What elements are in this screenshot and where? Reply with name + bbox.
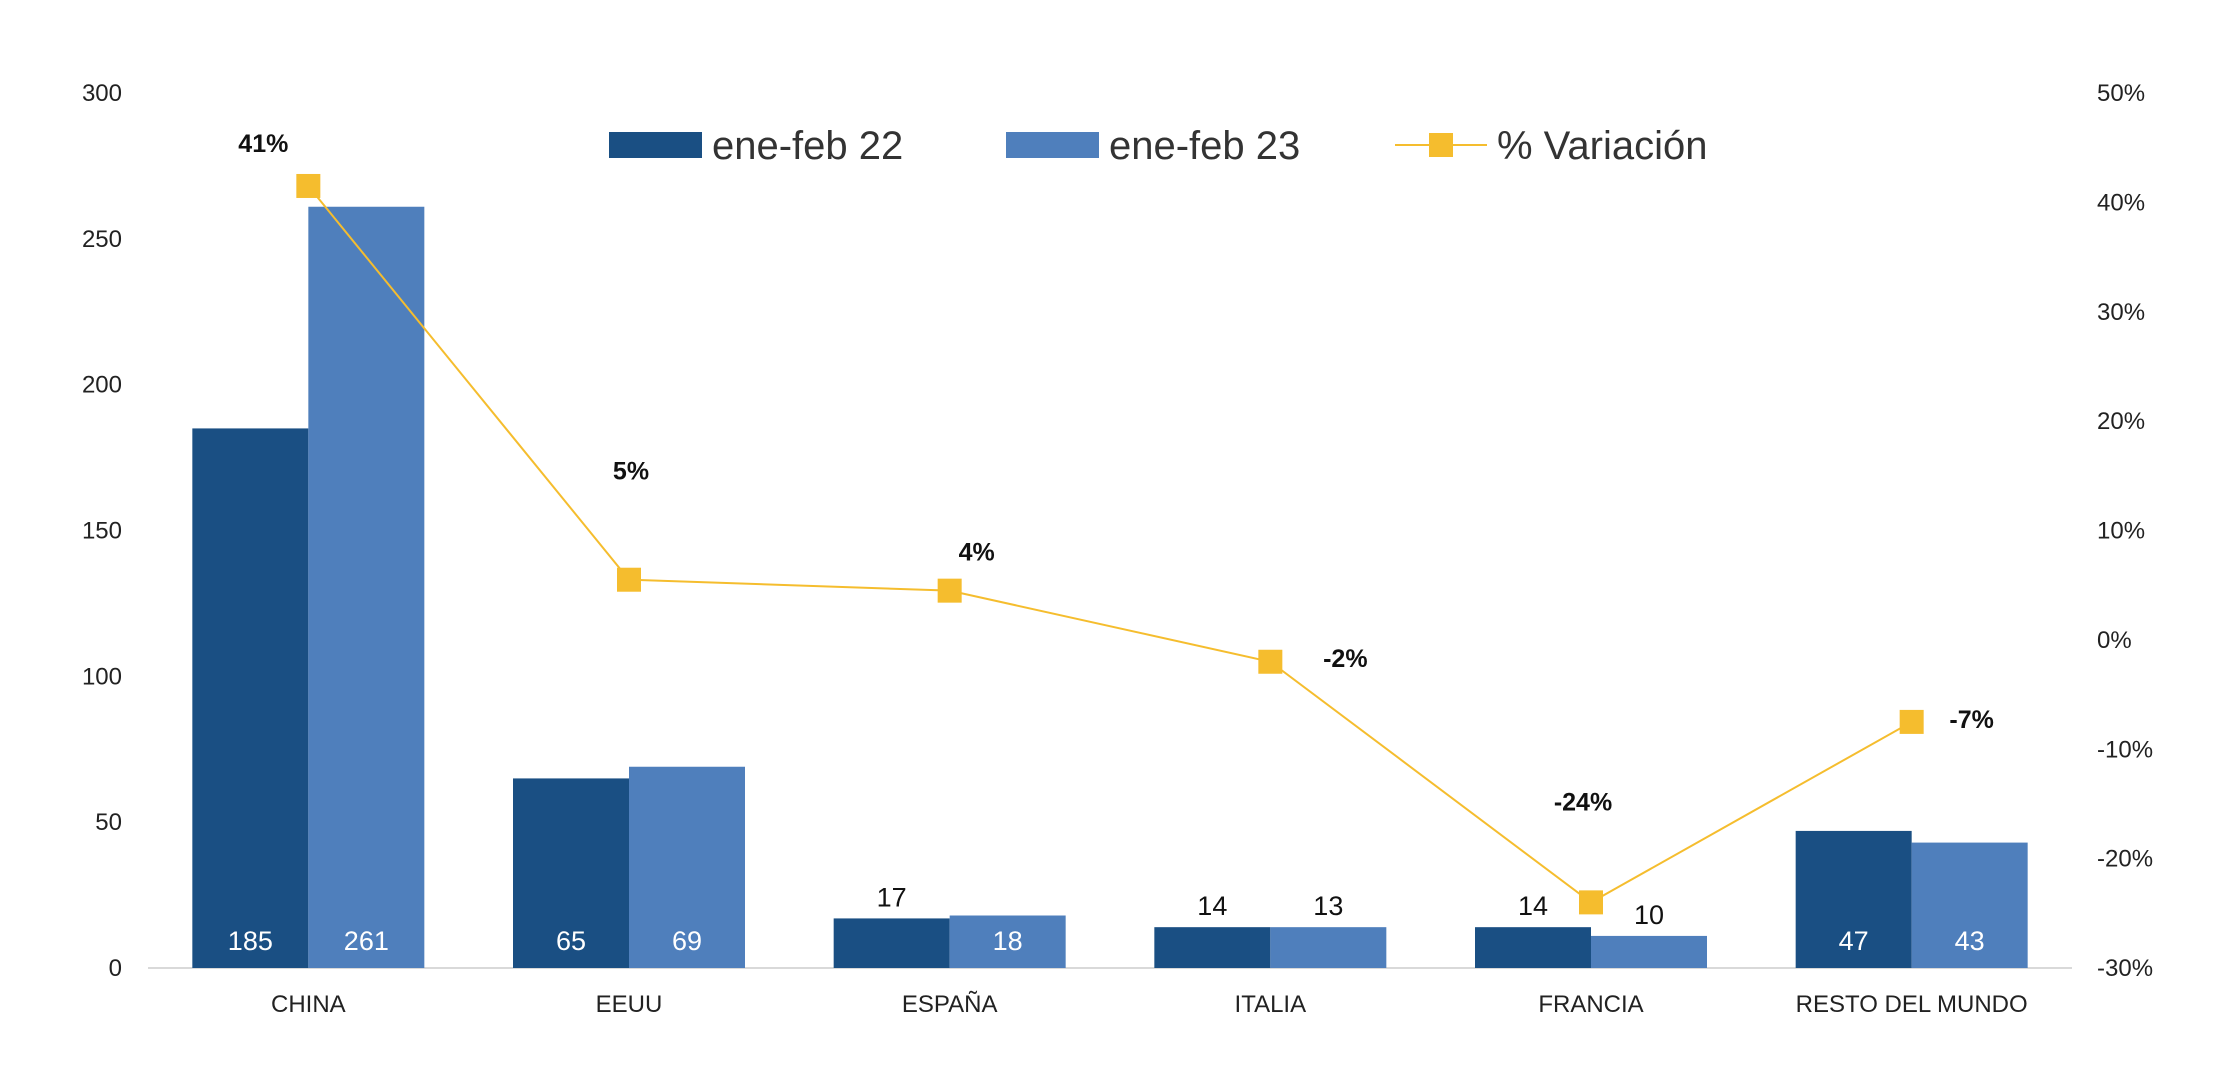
variation-label-resto-del-mundo: -7% <box>1949 706 1993 734</box>
bar-ene-feb-22-resto-del-mundo <box>1795 830 1912 968</box>
variation-marker-eeuu <box>617 567 641 592</box>
category-label-eeuu: EEUU <box>596 991 663 1018</box>
legend-marker-variacion <box>1429 133 1453 157</box>
y-right-tick-label: 40% <box>2097 189 2145 216</box>
bars-group <box>192 206 2028 969</box>
variation-label-francia: -24% <box>1554 788 1612 816</box>
variation-line <box>307 185 1913 904</box>
y-right-tick-label: 30% <box>2097 299 2145 326</box>
category-label-china: CHINA <box>271 991 346 1018</box>
legend-label-ene-feb-22: ene-feb 22 <box>712 124 903 168</box>
data-label-ene-feb-22-eeuu: 65 <box>556 926 586 956</box>
y-left-tick-label: 100 <box>82 663 122 690</box>
data-label-ene-feb-22-resto-del-mundo: 47 <box>1839 926 1869 956</box>
y-right-tick-label: 20% <box>2097 408 2145 435</box>
category-label-francia: FRANCIA <box>1538 991 1643 1018</box>
category-label-espana: ESPAÑA <box>902 991 998 1018</box>
y-right-tick-label: -30% <box>2097 955 2153 982</box>
legend-label-variacion: % Variación <box>1497 124 1707 168</box>
data-label-ene-feb-23-eeuu: 69 <box>672 926 702 956</box>
bar-ene-feb-22-francia <box>1475 927 1591 968</box>
y-right-tick-label: 50% <box>2097 80 2145 107</box>
bar-ene-feb-22-espana <box>833 918 950 968</box>
bar-ene-feb-22-italia <box>1154 927 1271 968</box>
data-label-ene-feb-23-francia: 10 <box>1634 900 1664 930</box>
category-label-italia: ITALIA <box>1235 991 1307 1018</box>
bar-ene-feb-22-eeuu <box>513 778 629 968</box>
data-label-ene-feb-23-italia: 13 <box>1313 891 1343 921</box>
legend: ene-feb 22 ene-feb 23 % Variación <box>609 124 1707 168</box>
bar-ene-feb-23-resto-del-mundo <box>1911 842 2028 968</box>
variation-marker-francia <box>1579 890 1603 915</box>
legend-swatch-ene-feb-22 <box>609 132 702 158</box>
bar-ene-feb-22-china <box>192 428 309 969</box>
axes-group: 0 50 100 150 200 250 300 -30% -20% -10% 0% 10% 20% 30… <box>82 80 2153 1018</box>
data-label-ene-feb-23-espana: 18 <box>993 926 1023 956</box>
y-left-tick-label: 150 <box>82 518 122 545</box>
bar-ene-feb-23-espana <box>949 915 1066 968</box>
variation-label-china: 41% <box>238 130 288 158</box>
bar-ene-feb-23-china <box>308 206 425 968</box>
y-left-tick-label: 50 <box>95 809 122 836</box>
variation-label-eeuu: 5% <box>613 458 649 486</box>
variation-marker-italia <box>1258 649 1283 674</box>
y-left-tick-label: 0 <box>109 955 122 982</box>
data-label-ene-feb-23-resto-del-mundo: 43 <box>1955 926 1985 956</box>
y-left-tick-label: 250 <box>82 226 122 253</box>
variation-label-espana: 4% <box>959 539 995 567</box>
legend-swatch-ene-feb-23 <box>1006 132 1099 158</box>
variation-marker-resto-del-mundo <box>1899 709 1924 734</box>
bar-ene-feb-23-italia <box>1270 927 1387 968</box>
variation-label-italia: -2% <box>1323 645 1367 673</box>
y-right-tick-label: 0% <box>2097 627 2132 654</box>
bar-ene-feb-23-francia <box>1591 935 1707 968</box>
legend-label-ene-feb-23: ene-feb 23 <box>1109 124 1300 168</box>
y-right-tick-label: -10% <box>2097 736 2153 763</box>
variation-line-group <box>296 173 1924 915</box>
y-left-tick-label: 300 <box>82 80 122 107</box>
variation-marker-espana <box>937 578 962 603</box>
category-label-resto-del-mundo: RESTO DEL MUNDO <box>1796 991 2028 1018</box>
y-right-tick-label: 10% <box>2097 518 2145 545</box>
y-right-tick-label: -20% <box>2097 846 2153 873</box>
bar-ene-feb-23-eeuu <box>629 766 745 968</box>
data-label-ene-feb-22-espana: 17 <box>877 882 907 912</box>
y-left-tick-label: 200 <box>82 372 122 399</box>
data-label-ene-feb-23-china: 261 <box>344 926 389 956</box>
data-label-ene-feb-22-italia: 14 <box>1197 891 1227 921</box>
variation-marker-china <box>296 173 321 198</box>
data-labels-group: 185 261 65 69 17 18 14 13 14 10 47 43 41% 5% 4% -2% -24%… <box>228 130 1994 956</box>
data-label-ene-feb-22-china: 185 <box>228 926 273 956</box>
data-label-ene-feb-22-francia: 14 <box>1518 891 1548 921</box>
